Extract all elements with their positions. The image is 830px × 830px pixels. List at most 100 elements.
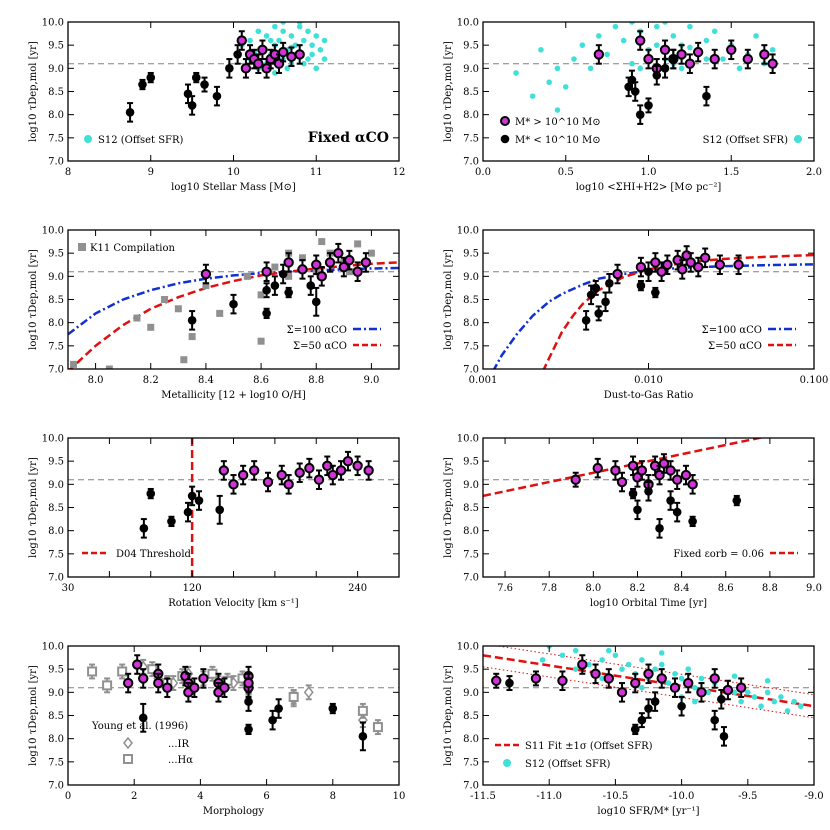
data-point-s12	[309, 42, 315, 48]
data-point-s12	[321, 56, 328, 62]
data-point-high-mass	[570, 474, 581, 485]
data-point-s12	[797, 703, 804, 710]
data-point-high-mass	[665, 465, 676, 476]
data-point-s12	[612, 23, 619, 30]
data-point-low-mass	[358, 732, 368, 741]
data-point-s12	[579, 42, 586, 48]
data-point-high-mass	[240, 63, 252, 74]
y-axis-label: log10 τDep,mol [yr]	[443, 249, 454, 350]
y-tick-label: 8.5	[48, 295, 64, 306]
data-point-s12	[539, 657, 546, 663]
data-point-k11	[70, 360, 78, 368]
data-point-low-mass	[644, 486, 653, 496]
x-tick-label: 9.0	[363, 375, 379, 386]
data-point-s12	[296, 22, 303, 25]
legend-marker	[794, 135, 802, 143]
data-point-s12	[678, 675, 685, 682]
data-point-low-mass	[146, 489, 156, 498]
y-tick-label: 7.0	[463, 781, 479, 792]
x-tick-label: 12	[393, 167, 406, 178]
plot-area	[68, 438, 399, 577]
data-point-high-mass	[344, 254, 355, 266]
data-point-s12	[658, 661, 665, 668]
data-point-low-mass	[702, 91, 711, 101]
data-point-low-mass	[167, 517, 176, 526]
data-point-low-mass	[225, 64, 234, 73]
model-curve-1	[492, 263, 814, 369]
data-point-k11	[271, 263, 279, 271]
data-point-high-mass	[294, 467, 305, 478]
y-tick-label: 8.0	[463, 110, 479, 121]
data-point-s12	[280, 28, 286, 35]
x-axis-label: log10 Orbital Time [yr]	[590, 598, 707, 609]
y-tick-label: 7.0	[48, 573, 64, 584]
data-point-s12	[764, 689, 771, 696]
data-point-high-mass	[714, 259, 726, 270]
data-point-high-mass	[692, 46, 704, 58]
x-axis-label: log10 SFR/M* [yr⁻¹]	[597, 806, 699, 817]
y-tick-label: 7.5	[463, 133, 479, 144]
x-tick-label: 7.6	[497, 583, 513, 594]
data-point-low-mass	[146, 73, 156, 82]
data-point-high-mass	[248, 465, 260, 476]
y-tick-label: 7.5	[48, 549, 64, 560]
y-tick-label: 8.0	[463, 734, 479, 745]
data-point-high-mass	[352, 266, 363, 277]
data-point-low-mass	[688, 517, 697, 526]
panel-8: -11.5 -11.0 -10.5 -10.0 -9.5 -9.0 7.0 7.5 8.0 8.5…	[443, 642, 824, 818]
legend-label: M* > 10^10 M⊙	[515, 117, 601, 128]
y-tick-label: 8.0	[48, 318, 64, 329]
data-point-s12	[672, 671, 678, 677]
data-point-low-mass	[183, 507, 193, 517]
data-point-s12	[619, 666, 625, 672]
data-point-s12	[652, 666, 658, 672]
x-axis-label: Rotation Velocity [km s⁻¹]	[168, 598, 299, 609]
data-point-high-mass	[592, 462, 603, 474]
data-point-low-mass	[244, 725, 253, 734]
data-point-k11	[318, 238, 326, 246]
data-point-s12	[703, 37, 710, 44]
data-point-s12	[296, 23, 303, 30]
data-point-s12	[738, 698, 744, 705]
data-point-low-mass	[650, 697, 660, 706]
x-tick-label: 8.4	[674, 583, 690, 594]
data-point-ir	[303, 686, 314, 699]
x-tick-label: -10.5	[603, 791, 629, 802]
y-tick-label: 10.0	[42, 434, 64, 445]
data-point-high-mass	[696, 687, 707, 698]
panel-6: 7.6 7.8 8.0 8.2 8.4 8.6 8.8 9.0 7.0 7.5 8.0 8.5 9.0 9…	[443, 434, 822, 610]
data-point-high-mass	[733, 259, 744, 270]
legend-label: S11 Fit ±1σ (Offset SFR)	[525, 741, 653, 752]
legend-label: S12 (Offset SFR)	[703, 135, 789, 146]
data-point-s12	[313, 33, 320, 39]
data-point-high-mass	[616, 476, 628, 488]
y-tick-label: 9.0	[48, 272, 64, 283]
y-tick-label: 10.0	[457, 226, 479, 237]
data-point-halpha	[102, 680, 113, 691]
legend-label: K11 Compilation	[90, 243, 176, 254]
x-tick-label: 10	[393, 791, 406, 802]
data-point-high-mass	[198, 673, 209, 684]
x-tick-label: 8	[330, 791, 336, 802]
data-point-s12	[720, 56, 726, 62]
data-point-high-mass	[759, 49, 770, 60]
data-point-low-mass	[187, 101, 197, 110]
data-point-k11	[188, 333, 196, 341]
data-point-low-mass	[660, 64, 670, 73]
data-point-low-mass	[274, 704, 283, 713]
legend-label: Σ=50 αCO	[708, 341, 762, 352]
y-tick-label: 7.5	[48, 757, 64, 768]
data-point-high-mass	[153, 677, 164, 689]
data-point-k11	[298, 254, 306, 262]
data-point-low-mass	[138, 713, 148, 723]
legend-label: Σ=100 αCO	[702, 325, 762, 336]
data-point-high-mass	[635, 35, 646, 46]
x-tick-label: 8.8	[762, 583, 778, 594]
data-point-low-mass	[669, 54, 678, 64]
data-point-s12	[629, 22, 635, 25]
data-point-low-mass	[655, 524, 664, 533]
data-point-s12	[620, 37, 627, 44]
data-point-high-mass	[577, 659, 588, 670]
data-point-high-mass	[342, 455, 354, 467]
data-point-low-mass	[212, 91, 222, 101]
